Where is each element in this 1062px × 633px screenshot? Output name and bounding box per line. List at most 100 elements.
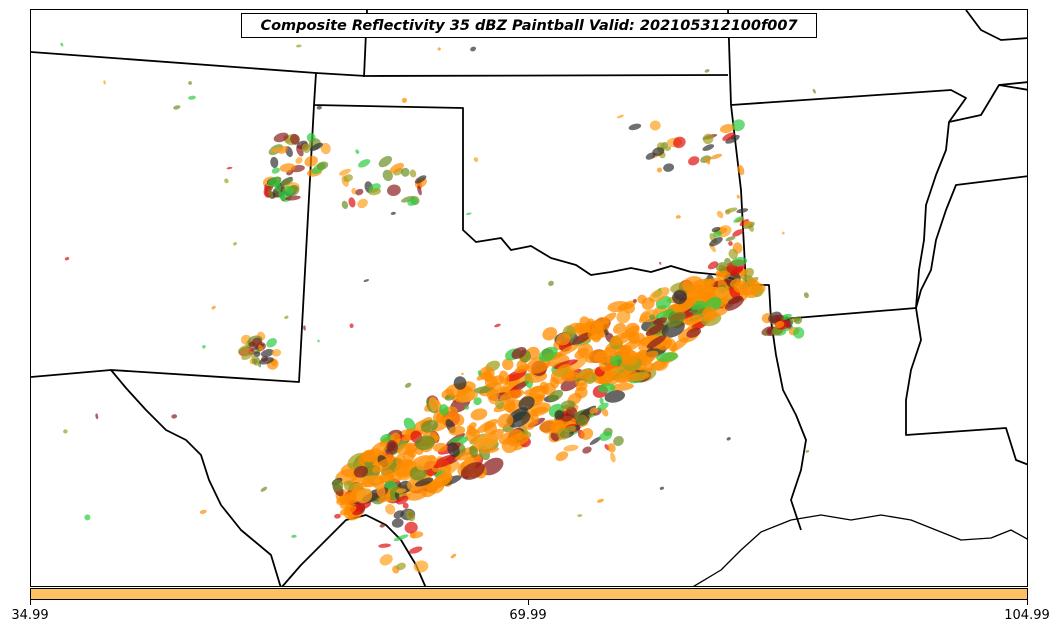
paintball-blob [447, 442, 460, 458]
paintball-blob [465, 212, 472, 216]
border-mo-ar [730, 81, 1027, 123]
paintball-blob [396, 562, 406, 571]
map-title: Composite Reflectivity 35 dBZ Paintball … [241, 13, 817, 38]
paintball-blob [237, 345, 250, 355]
paintball-blob [267, 176, 282, 187]
paintball-blob [295, 157, 303, 164]
paintball-blob [582, 446, 592, 454]
paintball-blob [465, 428, 480, 443]
paintball-blob [271, 167, 280, 174]
paintball-blob [711, 226, 721, 233]
paintball-blob [385, 503, 396, 515]
paintball-blob [284, 315, 289, 320]
border-ok-north [313, 72, 737, 281]
border-nm-tx [110, 104, 315, 586]
paintball-blob [409, 169, 417, 178]
paintball-blob [408, 546, 423, 554]
paintball-blob [473, 157, 479, 163]
paintball-blob [599, 431, 613, 441]
paintball-blob [349, 323, 354, 328]
paintball-blob [610, 332, 632, 346]
paintball-blob [542, 327, 558, 341]
paintball-blob [251, 355, 259, 366]
paintball-blob [743, 220, 752, 227]
paintball-blob [301, 143, 311, 154]
paintball-blob [539, 419, 561, 434]
paintball-blob [450, 553, 457, 559]
paintball-blob [666, 311, 686, 327]
colorbar-tick-right [1027, 600, 1028, 605]
paintball-blob [563, 444, 579, 452]
paintball-blob [565, 368, 574, 380]
colorbar-tick-mid [528, 600, 529, 605]
paintball-blob [775, 320, 785, 329]
paintball-blob [597, 383, 616, 393]
paintball-blob [649, 314, 656, 320]
paintball-blob [303, 325, 306, 331]
paintball-blob [267, 189, 274, 198]
paintball-blob [258, 344, 264, 352]
paintball-blob [357, 198, 368, 209]
paintball-blob [379, 554, 393, 566]
paintball-blob [686, 327, 702, 338]
paintball-blob [579, 316, 591, 329]
paintball-blob [685, 286, 704, 301]
paintball-blob [355, 149, 360, 154]
paintball-blob [599, 397, 604, 405]
paintball-blob [702, 144, 715, 152]
paintball-blob [460, 462, 485, 480]
paintball-blob [580, 427, 594, 441]
paintball-blob [188, 81, 192, 85]
paintball-blob [464, 405, 470, 410]
paintball-blob [556, 344, 580, 357]
paintball-blob [511, 346, 527, 360]
paintball-blob [271, 349, 282, 357]
paintball-blob [589, 407, 599, 414]
paintball-blob [766, 328, 774, 334]
paintball-blob [578, 369, 594, 379]
paintball-blob [317, 339, 320, 343]
border-east-2 [998, 84, 1027, 91]
paintball-blob [391, 518, 404, 528]
paintball-blob [476, 419, 498, 434]
paintball-blob [610, 452, 616, 463]
paintball-blob [568, 356, 588, 371]
paintball-blob [650, 360, 667, 371]
paintball-blob [736, 208, 749, 214]
paintball-blob [538, 346, 558, 362]
paintball-blob [372, 457, 394, 473]
paintball-blob [380, 433, 393, 444]
paintball-blob [702, 306, 718, 322]
border-tx-mexico [281, 514, 427, 586]
paintball-blob [351, 187, 357, 195]
paintball-blob [589, 436, 602, 445]
paintball-blob [63, 429, 68, 434]
paintball-blob [715, 286, 728, 299]
paintball-blob [417, 185, 422, 196]
paintball-blob [597, 498, 604, 503]
paintball-blob [577, 514, 583, 517]
paintball-blob [616, 310, 631, 324]
paintball-blob [415, 435, 436, 451]
paintball-blob [382, 169, 393, 182]
paintball-blob [534, 394, 546, 403]
map-canvas [31, 10, 1027, 586]
paintball-blob [722, 132, 736, 141]
colorbar-label-mid: 69.99 [509, 608, 547, 623]
paintball-blob [224, 178, 229, 184]
paintball-blob [233, 242, 237, 246]
paintball-blob [656, 352, 679, 362]
paintball-blob [728, 248, 738, 260]
paintball-blob [498, 370, 510, 386]
paintball-blob [674, 299, 694, 314]
paintball-blob [343, 480, 354, 492]
paintball-blob [188, 95, 196, 100]
border-la-ms [905, 307, 1027, 466]
paintball-blob [414, 175, 427, 184]
paintball-blob [587, 327, 605, 341]
border-nm-west [31, 369, 112, 378]
paintball-blob [290, 134, 300, 145]
paintball-blob [402, 449, 415, 462]
paintball-blob [413, 560, 429, 573]
paintball-blob [737, 164, 745, 176]
